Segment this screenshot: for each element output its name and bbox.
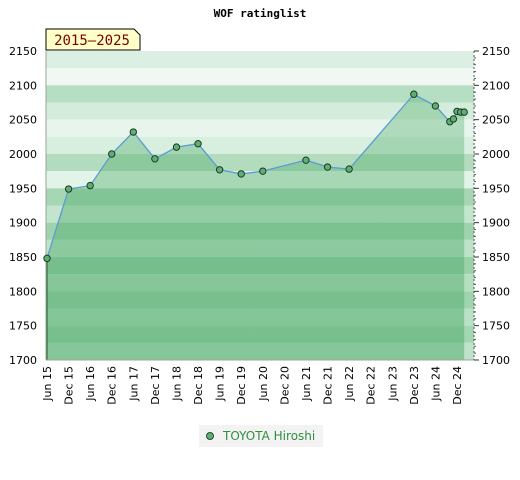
x-tick-label: Dec 21 — [322, 366, 335, 405]
y-tick-label-left: 2100 — [9, 79, 37, 92]
y-tick-label-right: 1750 — [482, 320, 510, 333]
y-tick-label-right: 1800 — [482, 285, 510, 298]
y-axis-right: 1700 1750 1800 1850 1900 1950 2000 2050 2100 2150 — [474, 45, 510, 367]
x-tick-label: Jun 24 — [429, 366, 442, 402]
x-tick-label: Dec 19 — [235, 366, 248, 405]
x-tick-label: Dec 16 — [106, 366, 119, 405]
plot-frame — [45, 51, 475, 361]
x-tick-label: Jun 18 — [170, 366, 183, 402]
data-point[interactable] — [460, 108, 468, 116]
data-point[interactable] — [215, 166, 224, 174]
band — [46, 85, 474, 103]
data-point[interactable] — [64, 185, 73, 193]
band — [46, 68, 474, 86]
data-point[interactable] — [237, 170, 245, 178]
x-tick-label: Dec 15 — [63, 366, 76, 405]
data-point[interactable] — [431, 102, 440, 110]
y-tick-label-left: 1900 — [9, 217, 37, 230]
legend-marker — [206, 432, 214, 440]
y-tick-label-left: 1850 — [9, 251, 37, 264]
legend-box — [199, 425, 323, 447]
x-tick-label: Jun 22 — [343, 366, 356, 402]
x-tick-label: Jun 21 — [300, 366, 313, 402]
x-tick-label: Jun 23 — [386, 366, 399, 402]
data-point[interactable] — [323, 163, 332, 171]
y-tick-label-left: 2150 — [9, 45, 37, 58]
data-point[interactable] — [86, 181, 94, 190]
data-point[interactable] — [345, 165, 353, 173]
x-tick-label: Jun 17 — [127, 366, 140, 402]
y-tick-label-left: 1750 — [9, 320, 37, 333]
x-tick-label: Dec 22 — [365, 366, 378, 405]
band — [46, 51, 474, 69]
data-point[interactable] — [194, 140, 202, 148]
y-tick-label-left: 2050 — [9, 114, 37, 127]
y-axis-left: 1700 1750 1800 1850 1900 1950 2000 2050 2100 2150 — [9, 45, 37, 367]
y-tick-label-left: 2000 — [9, 148, 37, 161]
y-tick-label-right: 1900 — [482, 217, 510, 230]
data-point[interactable] — [129, 128, 138, 136]
y-tick-label-right: 2100 — [482, 79, 510, 92]
data-point[interactable] — [259, 167, 267, 175]
data-point[interactable] — [172, 143, 181, 151]
y-tick-label-right: 2150 — [482, 45, 510, 58]
x-tick-label: Jun 15 — [41, 366, 54, 402]
x-tick-label: Dec 23 — [408, 366, 421, 405]
y-tick-label-left: 1700 — [9, 354, 37, 367]
data-point[interactable] — [449, 115, 458, 123]
chart-title: WOF ratinglist — [214, 7, 307, 20]
x-tick-label: Dec 24 — [451, 366, 464, 405]
x-axis: Jun 15 Dec 15 Jun 16 Dec 16 Jun 17 Dec 17 Jun … — [41, 366, 464, 405]
period-badge-box — [45, 28, 141, 51]
data-point[interactable] — [302, 156, 310, 164]
period-badge: 2015–2025 — [45, 28, 141, 51]
x-tick-label: Jun 20 — [257, 366, 270, 402]
area-fill — [47, 94, 465, 360]
band — [46, 102, 474, 120]
y-tick-label-right: 2000 — [482, 148, 510, 161]
period-badge-text: 2015–2025 — [54, 33, 130, 49]
x-tick-label: Jun 16 — [84, 366, 97, 402]
band — [46, 119, 474, 137]
x-tick-label: Jun 19 — [214, 366, 227, 402]
y-tick-label-left: 1950 — [9, 182, 37, 195]
y-tick-label-right: 1850 — [482, 251, 510, 264]
x-tick-label: Dec 18 — [192, 366, 205, 405]
x-tick-label: Dec 17 — [149, 366, 162, 405]
data-point[interactable] — [108, 150, 116, 158]
y-tick-label-right: 2050 — [482, 114, 510, 127]
legend-label: TOYOTA Hiroshi — [222, 429, 315, 443]
x-tick-label: Dec 20 — [278, 366, 291, 405]
data-point[interactable] — [151, 155, 159, 163]
data-points — [43, 90, 468, 263]
data-point[interactable] — [410, 90, 418, 98]
y-tick-label-left: 1800 — [9, 285, 37, 298]
y-tick-label-right: 1950 — [482, 182, 510, 195]
data-point[interactable] — [43, 254, 51, 263]
legend[interactable]: TOYOTA Hiroshi — [199, 425, 323, 447]
y-tick-label-right: 1700 — [482, 354, 510, 367]
